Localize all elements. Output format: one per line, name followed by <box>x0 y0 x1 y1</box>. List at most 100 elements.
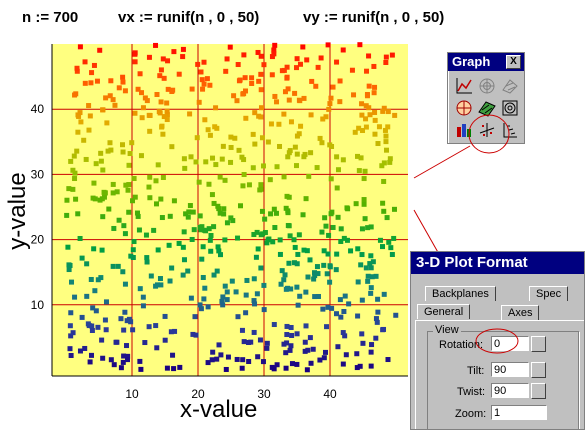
tab-special[interactable]: Spec <box>529 286 569 301</box>
formula-vy[interactable]: vy := runif(n , 0 , 50) <box>303 9 445 26</box>
twist-spinner[interactable] <box>531 383 546 399</box>
data-point <box>228 159 234 165</box>
data-point <box>86 103 92 109</box>
data-point <box>132 50 138 56</box>
data-point <box>98 150 104 156</box>
data-point <box>143 232 149 238</box>
data-point <box>329 305 335 311</box>
polar-plot-icon[interactable] <box>477 76 497 96</box>
data-point <box>369 274 375 280</box>
data-point <box>380 327 386 333</box>
graph-palette[interactable]: Graph X <box>447 52 525 144</box>
data-point <box>281 341 287 347</box>
data-point <box>153 283 159 289</box>
data-point <box>363 265 369 271</box>
data-point <box>326 106 332 112</box>
data-point <box>375 141 381 147</box>
data-point <box>252 301 258 307</box>
data-point <box>321 262 327 268</box>
data-point <box>383 59 389 65</box>
data-point <box>142 95 148 101</box>
data-point <box>144 98 150 104</box>
data-point <box>288 286 294 292</box>
data-point <box>124 343 130 349</box>
plot-3d-icon[interactable] <box>500 98 520 118</box>
data-point <box>281 277 287 283</box>
data-point <box>237 203 243 209</box>
data-point <box>362 168 368 174</box>
data-point <box>240 357 246 363</box>
data-point <box>368 253 374 259</box>
data-point <box>130 247 136 253</box>
formula-vx[interactable]: vx := runif(n , 0 , 50) <box>118 9 260 26</box>
tab-axes[interactable]: Axes <box>501 305 540 320</box>
data-point <box>285 154 291 160</box>
tilt-field[interactable]: 90 <box>491 362 529 377</box>
data-point <box>281 111 287 117</box>
data-point <box>368 363 374 369</box>
data-point <box>213 162 219 168</box>
data-point <box>125 357 131 363</box>
data-point <box>285 285 291 291</box>
data-point <box>103 95 109 101</box>
data-point <box>343 352 349 358</box>
data-point <box>342 333 348 339</box>
twist-field[interactable]: 90 <box>491 383 529 398</box>
data-point <box>198 306 204 312</box>
data-point <box>158 99 164 105</box>
data-point <box>329 209 335 215</box>
data-point <box>392 112 398 118</box>
data-point <box>308 360 314 366</box>
data-point <box>287 233 293 239</box>
data-point <box>250 131 256 137</box>
data-point <box>359 252 365 258</box>
data-points <box>64 42 399 373</box>
data-point <box>334 251 340 257</box>
rotation-spinner[interactable] <box>531 336 546 352</box>
data-point <box>258 53 264 59</box>
data-point <box>375 309 381 315</box>
data-point <box>321 248 327 254</box>
data-point <box>216 342 222 348</box>
data-point <box>65 244 71 250</box>
tab-backplanes[interactable]: Backplanes <box>425 286 496 301</box>
data-point <box>207 132 213 138</box>
data-point <box>205 304 211 310</box>
data-point <box>271 51 277 57</box>
data-point <box>246 359 252 365</box>
data-point <box>230 218 236 224</box>
data-point <box>304 248 310 254</box>
formula-n[interactable]: n := 700 <box>22 9 79 26</box>
data-point <box>265 237 271 243</box>
vector-field-icon[interactable] <box>454 98 474 118</box>
data-point <box>273 210 279 216</box>
data-point <box>308 150 314 156</box>
data-point <box>289 361 295 367</box>
xy-plot-icon[interactable] <box>454 76 474 96</box>
tab-general[interactable]: General <box>417 304 471 319</box>
data-point <box>381 105 387 111</box>
data-point <box>201 59 207 65</box>
plot-format-dialog[interactable]: 3-D Plot Format Backplanes Spec General … <box>410 251 585 430</box>
close-icon[interactable]: X <box>506 55 521 69</box>
data-point <box>297 98 303 104</box>
data-point <box>368 285 374 291</box>
data-point <box>153 42 159 48</box>
contour-plot-icon[interactable] <box>477 98 497 118</box>
data-point <box>217 210 223 216</box>
data-point <box>365 273 371 279</box>
tilt-spinner[interactable] <box>531 362 546 378</box>
data-point <box>271 206 277 212</box>
graph-palette-titlebar[interactable]: Graph X <box>448 53 524 71</box>
data-point <box>217 252 223 258</box>
data-point <box>95 324 101 330</box>
x-tick-label: 10 <box>125 387 139 401</box>
data-point <box>127 151 133 157</box>
data-point <box>286 194 292 200</box>
data-point <box>221 211 227 217</box>
data-point <box>131 239 137 245</box>
scatter-plot-3d-icon[interactable] <box>477 120 497 140</box>
zoom-field[interactable]: 1 <box>491 405 547 420</box>
surface-plot-icon[interactable] <box>500 76 520 96</box>
